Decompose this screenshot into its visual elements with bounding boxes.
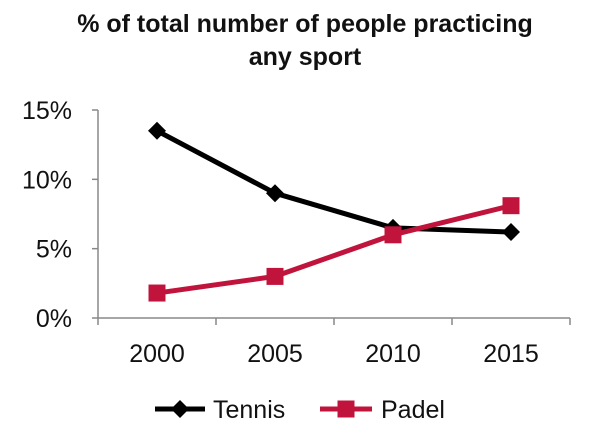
chart-title-line-1: % of total number of people practicing: [77, 10, 533, 38]
padel-data-point: [148, 284, 166, 302]
tennis-data-point: [502, 223, 520, 242]
legend-padel-label: Padel: [381, 396, 445, 424]
tennis-data-point: [148, 121, 166, 140]
legend-padel-marker: [337, 400, 355, 418]
padel-data-point: [266, 267, 284, 285]
y-tick-label: 15%: [22, 97, 72, 125]
padel-series-line: [156, 203, 512, 296]
chart-title-line-2: any sport: [248, 43, 362, 71]
tennis-data-point: [266, 184, 284, 203]
y-tick-label: 5%: [36, 236, 72, 264]
y-tick-label: 0%: [36, 305, 72, 333]
padel-data-point: [502, 197, 520, 215]
x-tick-label: 2000: [129, 340, 185, 368]
x-tick-label: 2005: [247, 340, 303, 368]
x-tick-label: 2010: [365, 340, 421, 368]
chart-title: % of total number of people practicing a…: [0, 8, 610, 74]
padel-data-point: [384, 226, 402, 244]
x-tick-label: 2015: [483, 340, 539, 368]
tennis-series-line: [155, 128, 512, 235]
y-tick-label: 10%: [22, 166, 72, 194]
legend-tennis-marker: [171, 400, 189, 418]
legend-tennis-label: Tennis: [213, 396, 285, 424]
